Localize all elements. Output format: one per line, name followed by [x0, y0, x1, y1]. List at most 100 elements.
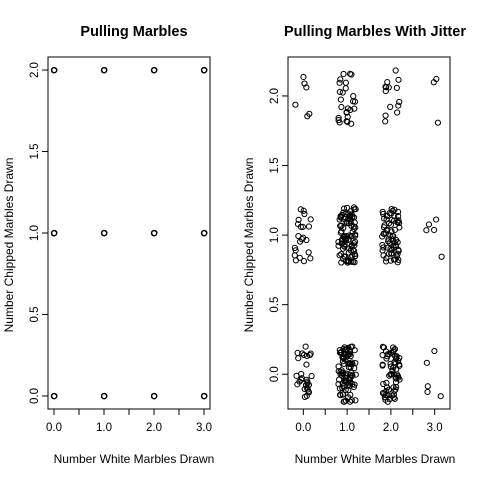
data-point — [303, 361, 310, 368]
data-point — [389, 367, 396, 374]
data-point — [352, 397, 359, 404]
data-point — [431, 347, 438, 355]
data-point — [383, 355, 390, 362]
data-point — [424, 383, 431, 390]
data-point — [352, 206, 359, 213]
data-point — [391, 387, 398, 395]
y-tick-label: 0.5 — [269, 297, 281, 313]
data-point — [340, 355, 347, 362]
data-point — [347, 247, 354, 254]
data-point — [50, 230, 58, 237]
data-point — [335, 114, 342, 122]
data-point — [337, 76, 344, 83]
data-point — [395, 212, 402, 220]
data-point — [380, 210, 387, 218]
data-point — [295, 355, 302, 362]
data-point — [337, 96, 344, 103]
data-point — [345, 364, 352, 371]
data-point — [344, 105, 352, 112]
data-point — [347, 360, 354, 368]
data-point — [344, 258, 352, 265]
data-point — [50, 393, 58, 400]
data-point — [338, 240, 346, 247]
x-tick-label: 2.0 — [146, 422, 162, 434]
data-point — [336, 88, 343, 95]
data-point — [352, 231, 359, 238]
data-point — [395, 256, 402, 263]
data-point — [382, 112, 389, 119]
data-point — [305, 249, 312, 256]
data-point — [342, 79, 349, 86]
y-tick-label: 0.0 — [269, 366, 281, 382]
y-axis-label: Number Chipped Marbles Drawn — [242, 158, 256, 333]
data-point — [340, 345, 347, 353]
data-point — [350, 225, 358, 232]
data-point — [394, 109, 401, 116]
chart-title: Pulling Marbles — [80, 24, 187, 40]
data-point — [393, 84, 400, 92]
panel-pulling-marbles: Pulling Marbles Number White Marbles Dra… — [2, 24, 214, 466]
data-point — [433, 216, 440, 223]
data-point — [389, 207, 396, 214]
data-point — [100, 67, 108, 74]
data-point — [388, 250, 395, 257]
data-point — [384, 244, 391, 251]
data-point — [298, 376, 305, 383]
panel-pulling-marbles-jitter: Pulling Marbles With Jitter Number White… — [242, 24, 466, 466]
y-tick-label: 2.0 — [29, 62, 41, 78]
data-point — [381, 390, 388, 397]
y-tick-label: 0.5 — [29, 306, 41, 322]
data-point — [342, 374, 350, 382]
data-point — [335, 238, 342, 246]
data-point — [346, 376, 353, 383]
x-tick-label: 1.0 — [339, 422, 355, 434]
data-point — [295, 216, 302, 223]
data-point — [343, 204, 351, 211]
data-points — [291, 67, 445, 405]
data-point — [390, 391, 397, 398]
data-point — [380, 344, 388, 351]
data-point — [351, 105, 358, 112]
data-point — [390, 344, 397, 351]
data-point — [335, 381, 342, 388]
data-point — [437, 393, 444, 400]
data-point — [343, 109, 350, 116]
data-point — [390, 256, 398, 263]
data-point — [342, 85, 349, 92]
data-point — [347, 213, 354, 220]
plot-frame — [47, 56, 211, 410]
y-axis-label: Number Chipped Marbles Drawn — [2, 158, 16, 333]
data-point — [347, 219, 354, 226]
data-point — [433, 75, 440, 83]
data-point — [389, 232, 396, 239]
data-point — [380, 380, 387, 388]
data-point — [292, 101, 299, 108]
data-point — [297, 223, 304, 230]
y-tick-label: 1.5 — [29, 144, 41, 160]
data-point — [100, 393, 108, 400]
x-axis-label: Number White Marbles Drawn — [54, 452, 215, 466]
data-point — [299, 223, 306, 231]
data-point — [379, 361, 386, 368]
data-point — [348, 258, 355, 265]
data-point — [336, 252, 343, 259]
data-point — [386, 220, 393, 227]
data-point — [423, 359, 430, 366]
data-point — [299, 350, 306, 357]
data-point — [301, 393, 308, 401]
data-point — [300, 351, 308, 359]
data-point — [292, 247, 299, 254]
data-point — [434, 119, 442, 126]
data-point — [340, 70, 347, 78]
data-point — [396, 98, 403, 106]
data-point — [384, 226, 391, 234]
data-point — [394, 219, 401, 226]
data-point — [438, 253, 445, 260]
data-point — [342, 236, 350, 244]
y-axis-ticks: 0.0 0.5 1.0 1.5 2.0 — [269, 88, 288, 382]
data-point — [336, 376, 343, 383]
data-point — [350, 204, 358, 211]
data-point — [393, 366, 400, 373]
data-point — [395, 247, 402, 254]
data-point — [294, 381, 301, 388]
